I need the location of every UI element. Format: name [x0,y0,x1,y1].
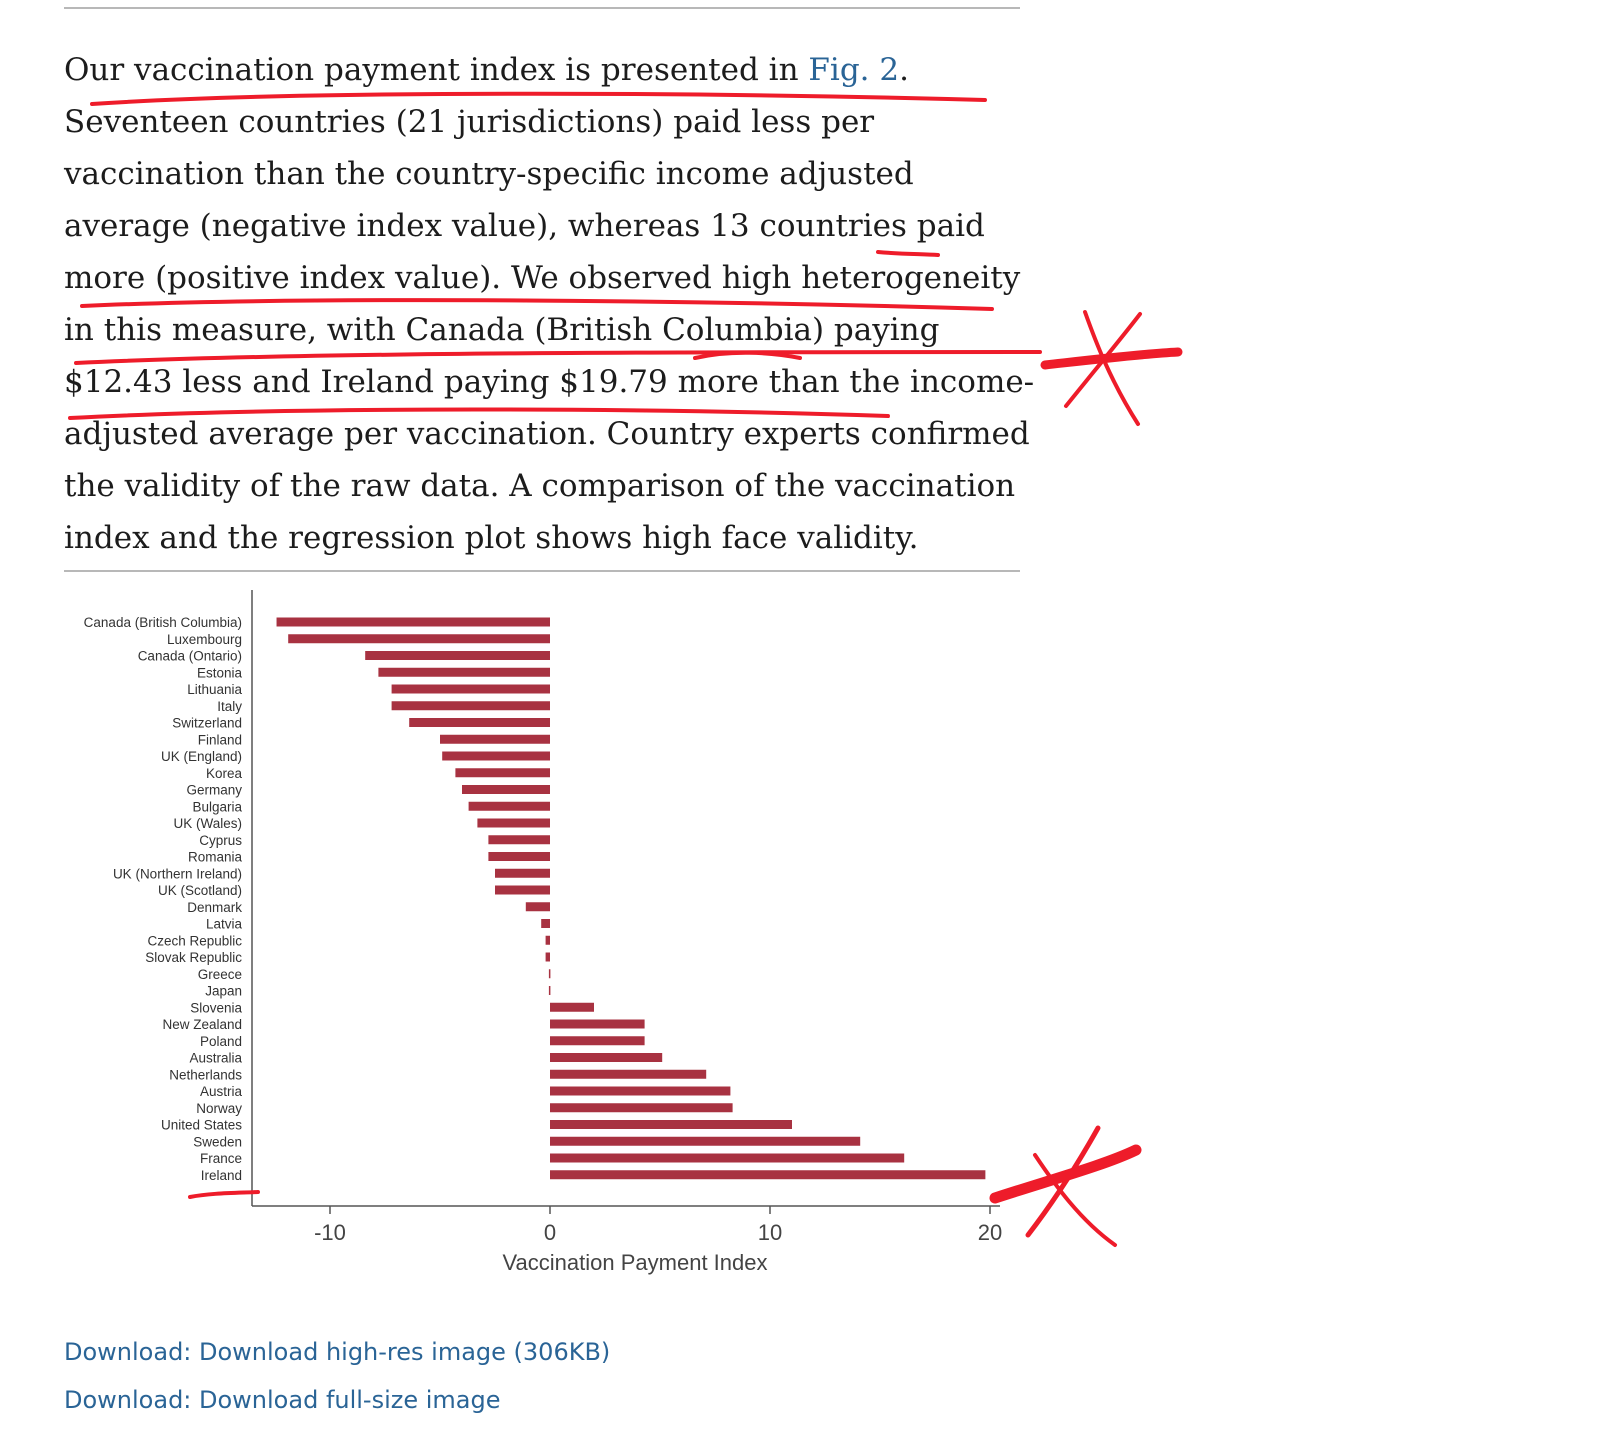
category-label: Czech Republic [147,933,242,948]
category-label: Greece [198,967,242,982]
bar-uk-scotland [495,885,550,895]
star-mark-top [1040,310,1183,426]
top-divider [64,7,1020,9]
chart-bars [276,617,986,1180]
bar-greece [548,969,551,979]
category-label: Switzerland [172,716,242,731]
bar-lithuania [391,684,550,694]
category-label: Slovenia [190,1000,242,1015]
bar-france [550,1153,905,1163]
category-label: Romania [188,850,243,865]
bar-australia [550,1053,663,1062]
bar-new-zealand [550,1019,645,1029]
download-high-res-link[interactable]: Download: Download high-res image (306KB… [64,1338,611,1366]
bar-canada-british-columbia [276,617,550,627]
bar-bulgaria [468,801,550,811]
bar-switzerland [409,718,550,727]
category-label: United States [161,1118,242,1133]
bar-united-states [550,1120,792,1129]
bar-norway [550,1103,733,1113]
category-label: Australia [189,1051,242,1066]
category-label: Canada (Ontario) [138,649,242,664]
category-label: Finland [198,732,242,747]
category-label: Luxembourg [167,632,242,647]
category-label: Germany [186,783,242,798]
bar-austria [550,1086,731,1096]
bar-latvia [541,919,550,928]
category-label: Japan [205,984,242,999]
bar-poland [550,1036,645,1046]
category-label: Estonia [197,665,243,680]
category-label: Italy [217,699,242,714]
bar-japan [548,986,551,995]
category-label: Cyprus [199,833,242,848]
chart-x-ticks: -10 0 10 20 [314,1206,1002,1245]
bar-estonia [378,667,550,677]
bar-italy [391,701,550,711]
x-tick-label: 10 [758,1220,782,1245]
bar-cyprus [488,835,550,845]
bar-uk-northern-ireland [495,868,550,878]
category-label: Denmark [187,900,242,915]
category-label: UK (Wales) [173,816,242,831]
bar-romania [488,852,550,861]
category-label: France [200,1151,242,1166]
category-label: Norway [196,1101,242,1116]
paragraph-intro: Our vaccination payment index is present… [64,52,809,88]
bar-ireland [550,1170,986,1180]
category-label: Austria [200,1084,243,1099]
bar-denmark [525,902,550,912]
bar-slovak-republic [545,952,550,962]
bar-netherlands [550,1069,707,1079]
category-label: Lithuania [187,682,242,697]
chart-category-labels: Canada (British Columbia) Luxembourg Canad… [84,615,243,1183]
bar-finland [440,734,550,744]
x-tick-label: 0 [544,1220,556,1245]
bar-sweden [550,1136,861,1146]
category-label: UK (England) [161,749,242,764]
category-label: Bulgaria [192,799,242,814]
bar-canada-ontario [365,651,550,660]
category-label: New Zealand [162,1017,242,1032]
category-label: Slovak Republic [145,950,242,965]
category-label: UK (Northern Ireland) [113,866,242,881]
category-label: UK (Scotland) [158,883,242,898]
fig-2-link[interactable]: Fig. 2 [808,52,900,88]
bar-germany [462,785,550,794]
payment-index-chart: Canada (British Columbia) Luxembourg Canad… [84,590,1002,1275]
bar-czech-republic [545,935,550,945]
x-tick-label: 20 [978,1220,1002,1245]
category-label: Canada (British Columbia) [84,615,242,630]
download-full-size-link[interactable]: Download: Download full-size image [64,1386,501,1414]
category-label: Latvia [206,917,243,932]
category-label: Poland [200,1034,242,1049]
category-label: Ireland [201,1168,242,1183]
bar-slovenia [550,1002,594,1012]
bar-uk-wales [477,818,550,828]
category-label: Netherlands [169,1067,242,1082]
bar-luxembourg [288,634,550,644]
category-label: Korea [206,766,243,781]
x-tick-label: -10 [314,1220,346,1245]
category-label: Sweden [193,1134,242,1149]
figure-divider [64,570,1020,572]
body-paragraph: Our vaccination payment index is present… [64,44,1044,564]
bar-korea [455,768,550,778]
paragraph-rest: . Seventeen countries (21 jurisdictions)… [64,52,1035,556]
x-axis-title: Vaccination Payment Index [503,1250,768,1275]
bar-uk-england [442,751,550,761]
